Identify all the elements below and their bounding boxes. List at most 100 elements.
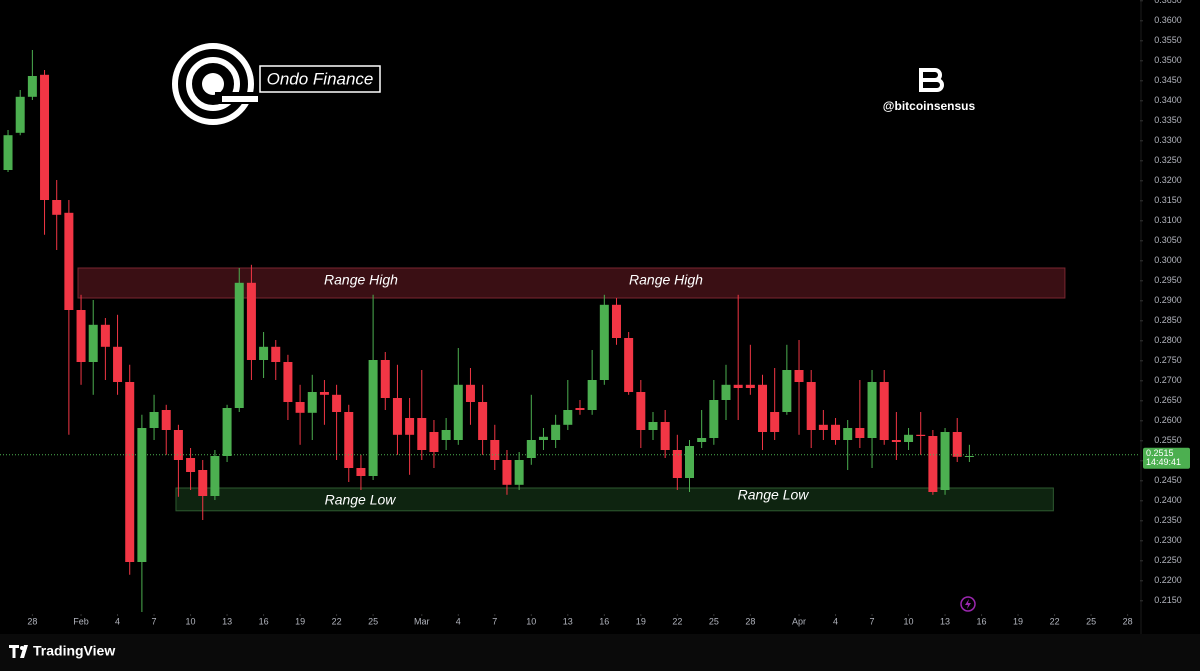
x-tick-label: 13	[563, 616, 573, 626]
candle-body	[234, 282, 244, 408]
x-tick-label: 28	[1123, 616, 1133, 626]
candle-body	[782, 370, 792, 412]
x-tick-label: 19	[1013, 616, 1023, 626]
x-tick-label: 7	[870, 616, 875, 626]
candle-body	[76, 310, 86, 362]
x-tick-label: 4	[456, 616, 461, 626]
candle-body	[855, 428, 865, 438]
candle-body	[867, 382, 877, 438]
y-tick-label: 0.2400	[1154, 495, 1182, 505]
candle-body	[27, 76, 37, 97]
y-tick-label: 0.2650	[1154, 395, 1182, 405]
candle-body	[465, 384, 475, 402]
x-tick-label: Mar	[414, 616, 430, 626]
candle-body	[806, 382, 816, 430]
y-tick-label: 0.2350	[1154, 515, 1182, 525]
y-tick-label: 0.2250	[1154, 555, 1182, 565]
candle-body	[295, 402, 305, 413]
candle-body	[429, 432, 439, 452]
zone-label: Range High	[324, 272, 398, 288]
zone-label: Range High	[629, 272, 703, 288]
candle-body	[721, 384, 731, 400]
x-tick-label: 22	[672, 616, 682, 626]
candle-body	[417, 418, 427, 450]
candle-body	[137, 428, 147, 562]
candle-body	[587, 380, 597, 410]
candle-body	[149, 412, 159, 428]
candle-body	[478, 402, 488, 440]
candle-body	[551, 424, 561, 440]
x-tick-label: 7	[492, 616, 497, 626]
chart-title: Ondo Finance	[267, 69, 374, 88]
last-price-label: 0.2515	[1146, 448, 1174, 458]
candle-body	[758, 384, 768, 432]
y-tick-label: 0.2800	[1154, 335, 1182, 345]
candle-body	[818, 424, 828, 430]
y-tick-label: 0.2700	[1154, 375, 1182, 385]
x-tick-label: 7	[152, 616, 157, 626]
candle-body	[283, 362, 293, 402]
candle-body	[307, 392, 317, 413]
candle-body	[173, 430, 183, 460]
candle-body	[198, 470, 208, 496]
candle-body	[599, 304, 609, 380]
plot-area	[0, 50, 1140, 612]
y-tick-label: 0.3300	[1154, 135, 1182, 145]
footer-brand[interactable]: TradingView	[33, 643, 115, 659]
candle-body	[636, 392, 646, 430]
candle-body	[405, 418, 415, 435]
candle-body	[514, 460, 524, 485]
candle-body	[356, 468, 366, 476]
watermark-logo	[919, 68, 944, 92]
y-tick-label: 0.3350	[1154, 115, 1182, 125]
x-tick-label: 25	[368, 616, 378, 626]
ondo-logo	[172, 43, 258, 125]
candle-body	[538, 436, 548, 440]
candle-body	[259, 346, 269, 360]
candle-body	[952, 432, 962, 457]
candle-body	[40, 74, 50, 200]
x-tick-label: 13	[940, 616, 950, 626]
x-tick-label: 22	[1050, 616, 1060, 626]
y-tick-label: 0.3050	[1154, 235, 1182, 245]
candle-body	[879, 382, 889, 440]
candle-body	[526, 440, 536, 458]
watermark: @bitcoinsensus	[883, 99, 976, 113]
y-tick-label: 0.2850	[1154, 315, 1182, 325]
candle-body	[222, 408, 232, 456]
candle-body	[831, 424, 841, 440]
x-tick-label: 16	[259, 616, 269, 626]
range-zone	[77, 267, 1066, 299]
y-tick-label: 0.2750	[1154, 355, 1182, 365]
candle-body	[490, 440, 500, 460]
candle-body	[611, 304, 621, 338]
zone-label: Range Low	[325, 492, 397, 508]
y-tick-label: 0.3100	[1154, 215, 1182, 225]
candle-body	[697, 438, 707, 442]
y-tick-label: 0.2950	[1154, 275, 1182, 285]
candle-body	[672, 450, 682, 478]
last-price-box	[1143, 447, 1190, 469]
candle-body	[928, 436, 938, 492]
countdown-label: 14:49:41	[1146, 457, 1181, 467]
lightning-icon[interactable]	[960, 596, 976, 612]
candle-body	[15, 96, 25, 133]
y-tick-label: 0.3400	[1154, 95, 1182, 105]
y-tick-label: 0.2200	[1154, 575, 1182, 585]
y-tick-label: 0.3450	[1154, 75, 1182, 85]
footer	[0, 634, 1200, 671]
candle-body	[3, 135, 13, 170]
candle-body	[624, 338, 634, 392]
x-tick-label: 10	[526, 616, 536, 626]
candle-body	[100, 324, 110, 347]
candle-body	[964, 456, 974, 457]
candle-body	[648, 422, 658, 430]
candle-body	[246, 282, 256, 360]
x-tick-label: 19	[295, 616, 305, 626]
x-tick-label: 22	[332, 616, 342, 626]
candle-body	[125, 382, 135, 562]
y-tick-label: 0.2300	[1154, 535, 1182, 545]
candle-body	[904, 434, 914, 442]
candle-body	[563, 410, 573, 425]
